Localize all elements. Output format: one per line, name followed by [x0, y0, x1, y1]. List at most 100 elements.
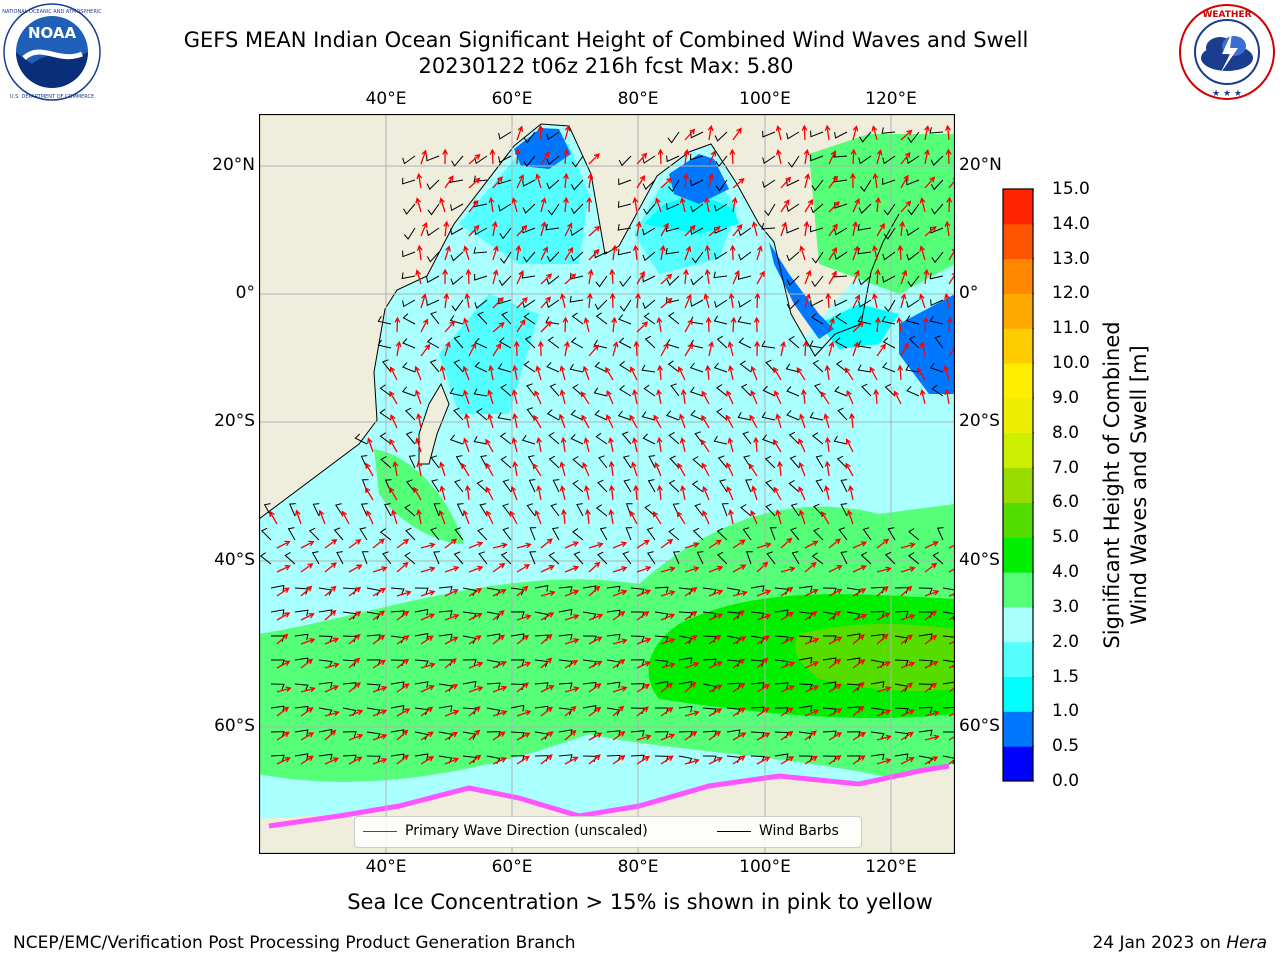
wind-barb: [721, 503, 729, 517]
wind-barb: [907, 275, 920, 288]
wave-arrow: [588, 683, 602, 693]
wave-arrow: [900, 731, 914, 741]
wave-arrow: [679, 437, 686, 453]
wind-barb: [786, 226, 800, 234]
wave-arrow: [510, 485, 518, 501]
wind-barb: [336, 551, 344, 565]
wave-arrow: [850, 148, 857, 165]
wave-arrow: [636, 321, 649, 333]
wind-barb: [473, 175, 488, 183]
wind-barb: [546, 131, 560, 141]
wind-barb: [883, 227, 896, 240]
wave-arrow: [560, 436, 567, 453]
wind-barb: [549, 383, 560, 397]
wind-barb: [510, 611, 525, 618]
wind-barb: [907, 203, 920, 216]
wind-barb: [359, 527, 368, 541]
wave-arrow: [852, 220, 858, 237]
wave-arrow: [492, 297, 504, 309]
wind-barb: [450, 275, 464, 286]
wave-arrow: [588, 636, 603, 645]
wind-barb: [906, 155, 920, 165]
wave-arrow: [564, 638, 580, 645]
wave-arrow: [948, 567, 955, 573]
wind-barb: [761, 434, 776, 445]
wind-barb: [630, 635, 645, 643]
wave-arrow: [537, 124, 544, 141]
wave-arrow: [444, 320, 456, 333]
wind-barb: [619, 385, 632, 397]
wind-barb: [840, 551, 848, 565]
wave-arrow: [300, 707, 314, 717]
wave-arrow: [773, 390, 782, 405]
wave-arrow: [468, 342, 477, 357]
wave-arrow: [876, 734, 892, 741]
wave-arrow: [828, 270, 837, 285]
wind-barb: [308, 527, 320, 541]
wind-barb: [438, 633, 453, 641]
wind-barb: [500, 455, 512, 469]
wind-barb: [906, 385, 920, 397]
wind-barb: [360, 455, 368, 469]
wave-arrow: [533, 414, 542, 429]
wind-barb: [764, 455, 776, 469]
wave-arrow: [461, 462, 470, 477]
wave-arrow: [324, 662, 340, 669]
colorbar-tick-label: 15.0: [1052, 179, 1090, 199]
wave-arrow: [924, 710, 940, 717]
wave-arrow: [700, 439, 710, 453]
wave-arrow: [516, 269, 524, 285]
colorbar-segment: [1003, 641, 1033, 678]
wave-arrow: [396, 561, 409, 573]
wave-arrow: [516, 661, 532, 669]
wave-arrow: [684, 224, 696, 237]
wind-barb: [382, 551, 392, 565]
wind-barb: [360, 503, 368, 517]
wave-arrow: [468, 729, 481, 741]
wave-arrow: [420, 635, 434, 645]
wind-barb: [523, 251, 536, 263]
wind-barb: [761, 222, 776, 230]
wave-arrow: [948, 544, 955, 549]
wave-arrow: [924, 589, 940, 597]
wind-barb: [571, 312, 584, 325]
wave-arrow: [732, 732, 747, 741]
wave-arrow: [586, 292, 593, 309]
wind-barb: [548, 432, 560, 445]
wave-arrow: [876, 758, 892, 765]
wind-barb: [691, 251, 704, 264]
wind-barb: [498, 155, 512, 163]
colorbar-segment: [1003, 328, 1033, 364]
wind-barb: [654, 659, 669, 668]
wave-arrow: [780, 176, 792, 189]
wind-barb: [545, 223, 560, 231]
wind-barb: [858, 203, 872, 214]
wind-barb: [414, 731, 429, 740]
wave-arrow: [804, 611, 818, 621]
wave-arrow: [751, 485, 758, 501]
wave-arrow: [944, 388, 951, 405]
wind-barb: [606, 609, 621, 617]
wave-arrow: [588, 225, 601, 237]
wind-barb: [402, 362, 416, 373]
wave-arrow: [944, 220, 951, 237]
wave-arrow: [708, 589, 724, 597]
wind-barb: [526, 503, 536, 517]
wind-barb: [570, 337, 584, 349]
wave-arrow: [652, 511, 662, 525]
wave-arrow: [511, 437, 518, 453]
wind-barb: [270, 584, 285, 592]
wind-barb: [451, 299, 464, 312]
wave-arrow: [324, 757, 340, 765]
wind-barb: [654, 731, 669, 738]
wind-barb: [449, 315, 464, 325]
wind-barb: [270, 683, 285, 691]
wave-arrow: [612, 705, 625, 717]
wave-arrow: [588, 754, 601, 765]
wind-barb: [510, 704, 525, 712]
wave-arrow: [924, 124, 930, 141]
wind-barb: [594, 409, 608, 421]
wave-arrow: [609, 292, 616, 309]
wave-arrow: [756, 613, 772, 621]
wave-arrow: [924, 660, 939, 669]
